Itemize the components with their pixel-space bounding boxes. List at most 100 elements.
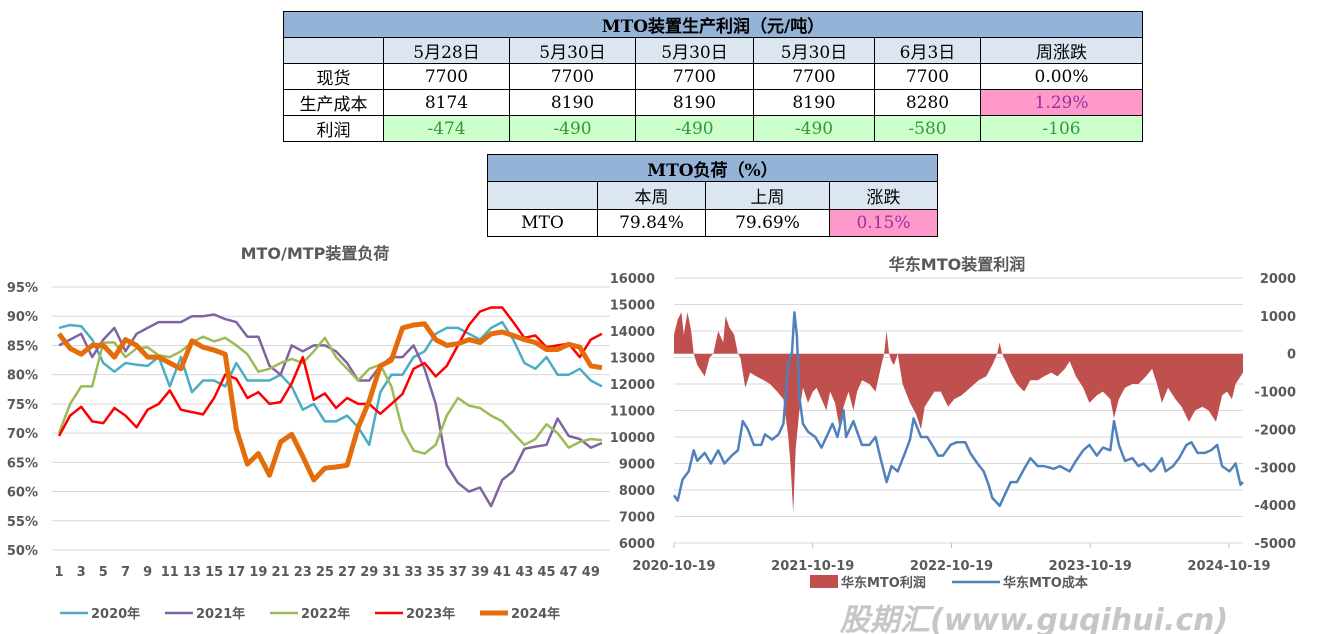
y-tick-label: 65% xyxy=(7,456,38,471)
row-label: 利润 xyxy=(283,115,384,142)
y-right-tick-label: -2000 xyxy=(1254,423,1296,438)
y-left-tick-label: 14000 xyxy=(610,325,655,340)
y-tick-label: 70% xyxy=(7,427,38,442)
series-line-2023 xyxy=(57,306,603,437)
series-line-2024 xyxy=(57,321,603,483)
legend-label-cost: 华东MTO成本 xyxy=(1003,575,1088,591)
y-left-tick-label: 10000 xyxy=(610,431,655,446)
y-left-tick-label: 8000 xyxy=(619,484,655,499)
cell: 8190 xyxy=(635,89,754,116)
y-tick-label: 90% xyxy=(7,310,38,325)
y-left-tick-label: 6000 xyxy=(619,537,655,552)
load-table-title: MTO负荷（%） xyxy=(487,153,938,183)
x-tick-label: 2023-10-19 xyxy=(1049,559,1132,574)
cell: 7700 xyxy=(509,63,636,90)
y-left-tick-label: 15000 xyxy=(610,299,655,314)
cell: 79.69% xyxy=(705,208,830,237)
header-cell: 5月30日 xyxy=(753,37,875,64)
profit-table-title: MTO装置生产利润（元/吨） xyxy=(282,11,1144,38)
legend-label: 2023年 xyxy=(406,606,455,622)
x-tick-label: 21 xyxy=(272,565,290,580)
y-left-tick-label: 16000 xyxy=(610,272,655,287)
x-tick-label: 5 xyxy=(99,565,108,580)
y-right-tick-label: 2000 xyxy=(1260,272,1296,287)
x-tick-label: 31 xyxy=(382,565,400,580)
x-tick-label: 23 xyxy=(294,565,312,580)
x-tick-label: 19 xyxy=(249,565,267,580)
legend-label: 2022年 xyxy=(301,606,350,622)
legend-swatch-profit xyxy=(810,575,838,588)
y-tick-label: 55% xyxy=(7,515,38,530)
y-left-tick-label: 9000 xyxy=(619,458,655,473)
x-tick-label: 41 xyxy=(493,565,511,580)
x-tick-label: 3 xyxy=(77,565,86,580)
x-tick-label: 29 xyxy=(360,565,378,580)
y-right-tick-label: -5000 xyxy=(1254,537,1296,552)
cell: 0.00% xyxy=(979,63,1144,90)
x-tick-label: 7 xyxy=(121,565,130,580)
cell: 7700 xyxy=(383,63,510,90)
legend-label: 2020年 xyxy=(91,606,140,622)
cell-change: 0.15% xyxy=(829,208,938,237)
x-tick-label: 33 xyxy=(405,565,423,580)
series-line-2021 xyxy=(58,313,603,508)
x-tick-label: 25 xyxy=(316,565,334,580)
y-right-tick-label: 0 xyxy=(1287,348,1296,363)
x-tick-label: 2022-10-19 xyxy=(910,559,993,574)
cell: 8190 xyxy=(509,89,636,116)
y-left-tick-label: 11000 xyxy=(610,405,655,420)
row-label: 现货 xyxy=(283,63,384,90)
watermark: 股期汇(www.guqihui.cn) xyxy=(839,603,1228,634)
y-tick-label: 80% xyxy=(7,369,38,384)
cell-change-up: 1.29% xyxy=(979,89,1144,116)
table-row-profit: 利润 -474 -490 -490 -490 -580 -106 xyxy=(283,115,1144,142)
x-tick-label: 11 xyxy=(161,565,179,580)
y-right-tick-label: -3000 xyxy=(1254,461,1296,476)
legend-label-profit: 华东MTO利润 xyxy=(841,575,926,591)
x-tick-label: 2020-10-19 xyxy=(632,559,715,574)
x-tick-label: 15 xyxy=(205,565,223,580)
load-chart: 50%55%60%65%70%75%80%85%90%95%1 3 5 7 9 11 13 1… xyxy=(7,281,610,622)
x-tick-label: 2021-10-19 xyxy=(771,559,854,574)
y-tick-label: 95% xyxy=(7,281,38,296)
series-line-2022 xyxy=(57,335,603,455)
table-row-spot: 现货 7700 7700 7700 7700 7700 0.00% xyxy=(283,63,1144,90)
y-left-tick-label: 13000 xyxy=(610,352,655,367)
x-tick-label: 39 xyxy=(471,565,489,580)
cell: 79.84% xyxy=(597,208,706,237)
x-tick-label: 27 xyxy=(338,565,356,580)
x-tick-label: 13 xyxy=(183,565,201,580)
cell: -474 xyxy=(383,115,510,142)
header-cell: 周涨跌 xyxy=(979,37,1144,64)
y-tick-label: 60% xyxy=(7,486,38,501)
x-tick-label: 1 xyxy=(54,565,63,580)
cell: 8174 xyxy=(383,89,510,116)
x-tick-label: 17 xyxy=(227,565,245,580)
cell: -490 xyxy=(635,115,754,142)
y-right-tick-label: -4000 xyxy=(1254,499,1296,514)
x-tick-label: 47 xyxy=(560,565,578,580)
x-tick-label: 49 xyxy=(582,565,600,580)
mto-profit-table: MTO装置生产利润（元/吨） 5月28日 5月30日 5月30日 5月30日 6… xyxy=(282,11,1144,142)
load-chart-title: MTO/MTP装置负荷 xyxy=(241,244,390,263)
x-tick-label: 45 xyxy=(537,565,555,580)
x-tick-label: 2024-10-19 xyxy=(1187,559,1270,574)
y-right-tick-label: 1000 xyxy=(1260,310,1296,325)
y-left-tick-label: 7000 xyxy=(619,511,655,526)
x-tick-label: 35 xyxy=(427,565,445,580)
profit-chart-title: 华东MTO装置利润 xyxy=(889,255,1025,274)
header-cell: 本周 xyxy=(597,181,706,210)
cell: 8280 xyxy=(874,89,981,116)
cell-change-down: -106 xyxy=(979,115,1144,142)
cost-line xyxy=(672,311,1244,508)
x-tick-label: 37 xyxy=(449,565,467,580)
header-cell: 5月28日 xyxy=(383,37,510,64)
y-left-tick-label: 12000 xyxy=(610,378,655,393)
y-tick-label: 75% xyxy=(7,398,38,413)
x-tick-label: 43 xyxy=(515,565,533,580)
profit-area xyxy=(674,312,1243,513)
mto-load-table: MTO负荷（%） 本周 上周 涨跌 MTO 79.84% 79.69% 0.15… xyxy=(487,153,938,237)
table-row-mto: MTO 79.84% 79.69% 0.15% xyxy=(487,208,938,237)
y-right-tick-label: -1000 xyxy=(1254,386,1296,401)
